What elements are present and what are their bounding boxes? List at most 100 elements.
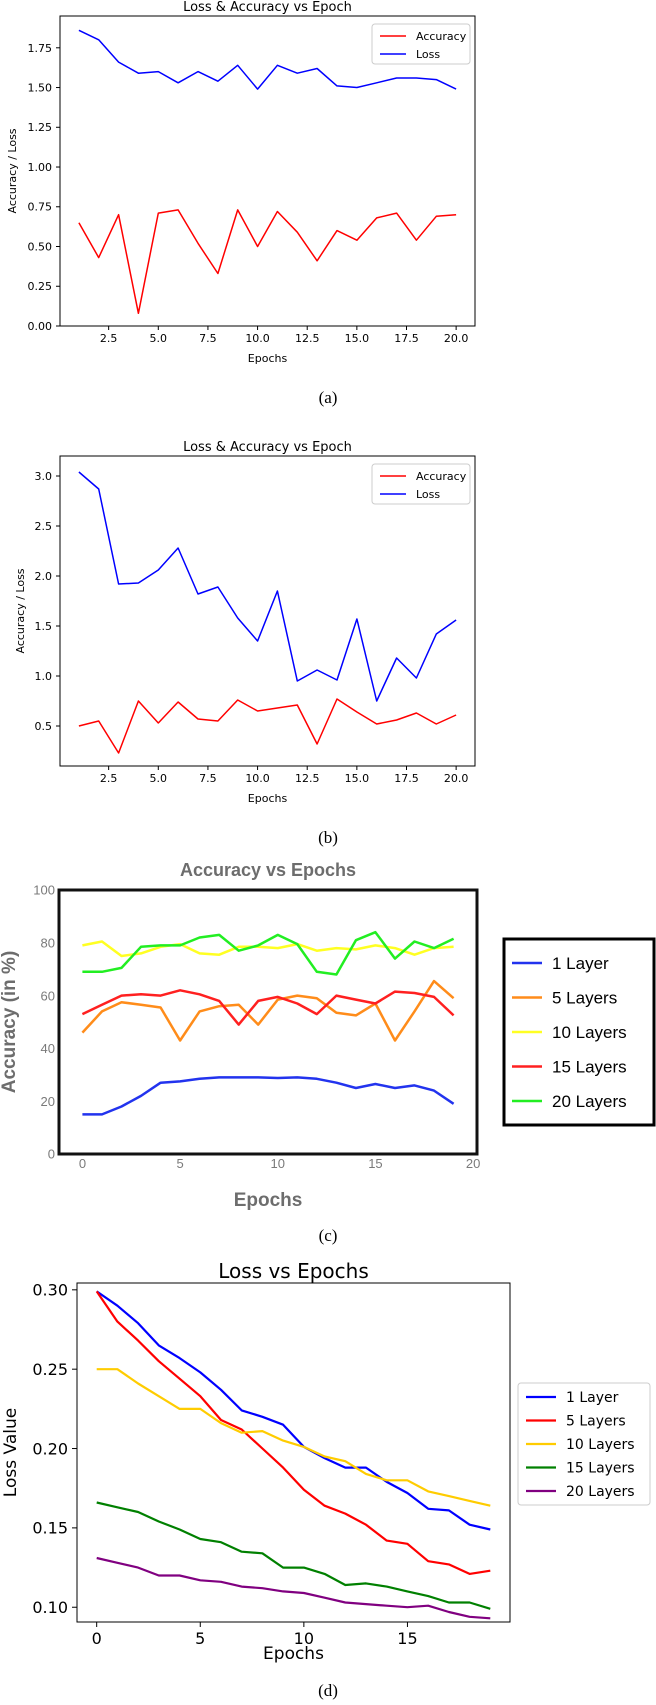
x-tick-label: 0 xyxy=(92,1629,102,1648)
y-tick-label: 1.75 xyxy=(28,42,53,55)
y-tick-label: 0.20 xyxy=(32,1439,68,1458)
series-line-20-layers xyxy=(96,1556,491,1620)
x-tick-label: 10 xyxy=(271,1156,285,1171)
x-tick-label: 15.0 xyxy=(345,332,370,345)
series-line-5-layers xyxy=(95,1290,491,1576)
plot-frame xyxy=(59,455,476,767)
caption-c: (c) xyxy=(318,1226,338,1245)
legend-label: Loss xyxy=(416,48,440,61)
legend-label: 5 Layers xyxy=(552,989,617,1008)
series-line-1-layer xyxy=(96,1290,491,1531)
chart-title: Loss vs Epochs xyxy=(218,1259,369,1283)
x-tick-label: 15 xyxy=(397,1629,417,1648)
x-tick-label: 5 xyxy=(176,1156,183,1171)
chart-title: Loss & Accuracy vs Epoch xyxy=(183,0,352,15)
x-tick-label: 5.0 xyxy=(150,772,168,785)
x-tick-label: 2.5 xyxy=(100,332,118,345)
legend-label: 5 Layers xyxy=(566,1414,626,1430)
series-line-1-layer xyxy=(82,1076,455,1116)
series-line-loss xyxy=(78,471,457,702)
y-tick-label: 1.50 xyxy=(28,81,53,94)
y-tick-label: 0.10 xyxy=(32,1598,68,1617)
legend-label: 20 Layers xyxy=(566,1484,635,1500)
x-tick-label: 2.5 xyxy=(100,772,118,785)
legend-label: 15 Layers xyxy=(566,1461,635,1477)
x-tick-label: 10.0 xyxy=(245,772,270,785)
x-tick-label: 17.5 xyxy=(394,332,419,345)
x-tick-label: 20.0 xyxy=(444,332,469,345)
y-tick-label: 80 xyxy=(41,935,55,950)
chart-title: Loss & Accuracy vs Epoch xyxy=(183,440,352,455)
chart-b: Loss & Accuracy vs Epoch 2.5 5.0 7.5 10.0 12.… xyxy=(14,440,476,805)
series-line-loss xyxy=(78,29,457,90)
x-tick-label: 10 xyxy=(294,1629,314,1648)
legend-label: 1 Layer xyxy=(566,1390,619,1406)
y-tick-label: 100 xyxy=(33,883,55,898)
plot-frame xyxy=(76,1282,511,1623)
y-tick-label: 1.5 xyxy=(35,620,53,633)
x-tick-label: 5.0 xyxy=(150,332,168,345)
y-tick-label: 0.25 xyxy=(32,1360,68,1379)
series-line-10-layers xyxy=(96,1368,491,1507)
series-line-15-layers xyxy=(81,989,455,1026)
x-tick-label: 12.5 xyxy=(295,772,320,785)
series-line-accuracy xyxy=(78,698,457,754)
y-tick-label: 1.0 xyxy=(35,670,53,683)
y-tick-label: 40 xyxy=(41,1041,55,1056)
y-tick-label: 3.0 xyxy=(35,470,53,483)
x-tick-label: 15 xyxy=(368,1156,382,1171)
chart-d: Loss vs Epochs 0 5 10 15 0.10 0.15 0.20 0.25 0.30… xyxy=(1,1259,651,1664)
x-tick-label: 7.5 xyxy=(199,772,217,785)
y-tick-label: 0.75 xyxy=(28,201,53,214)
x-axis-label: Epochs xyxy=(248,352,288,365)
plot-frame xyxy=(59,15,476,327)
x-tick-label: 17.5 xyxy=(394,772,419,785)
x-tick-label: 20.0 xyxy=(444,772,469,785)
y-axis-label: Accuracy / Loss xyxy=(6,128,19,213)
y-tick-label: 2.5 xyxy=(35,520,53,533)
chart-c: Accuracy vs Epochs 0 5 10 15 20 0 20 40 60 80 100 Ep… xyxy=(0,860,656,1211)
y-tick-label: 0.50 xyxy=(28,240,53,253)
y-tick-label: 60 xyxy=(41,988,55,1003)
caption-d: (d) xyxy=(318,1681,338,1700)
caption-a: (a) xyxy=(318,388,338,407)
series-line-5-layers xyxy=(81,979,455,1042)
y-tick-label: 0.15 xyxy=(32,1519,68,1538)
legend-label: Accuracy xyxy=(416,470,467,483)
series-line-15-layers xyxy=(96,1501,491,1610)
legend: Accuracy Loss xyxy=(371,23,471,65)
legend-label: 1 Layer xyxy=(552,954,609,973)
chart-title: Accuracy vs Epochs xyxy=(180,860,356,880)
x-tick-label: 10.0 xyxy=(245,332,270,345)
x-axis-label: Epochs xyxy=(234,1190,303,1211)
series-line-accuracy xyxy=(78,209,457,315)
legend-box xyxy=(517,1382,651,1506)
x-tick-label: 15.0 xyxy=(345,772,370,785)
legend-label: 15 Layers xyxy=(552,1058,627,1077)
chart-a: Loss & Accuracy vs Epoch 2.5 5.0 7.5 10.0 12.… xyxy=(6,0,476,365)
legend-label: 10 Layers xyxy=(552,1023,627,1042)
series-line-10-layers xyxy=(82,940,454,958)
legend-label: Loss xyxy=(416,488,440,501)
x-axis-label: Epochs xyxy=(263,1644,324,1664)
legend-label: Accuracy xyxy=(416,30,467,43)
legend: 1 Layer 5 Layers 10 Layers 15 Layers 20 Laye… xyxy=(517,1382,651,1506)
legend-label: 20 Layers xyxy=(552,1092,627,1111)
y-tick-label: 0.00 xyxy=(28,320,53,333)
x-tick-label: 5 xyxy=(195,1629,205,1648)
x-tick-label: 20 xyxy=(466,1156,480,1171)
y-axis-label: Accuracy (in %) xyxy=(0,951,20,1094)
x-axis-label: Epochs xyxy=(248,792,288,805)
y-tick-label: 0 xyxy=(48,1147,55,1162)
legend: Accuracy Loss xyxy=(371,463,471,505)
y-tick-label: 1.25 xyxy=(28,121,53,134)
legend-label: 10 Layers xyxy=(566,1437,635,1453)
plot-frame xyxy=(57,888,479,1156)
legend: 1 Layer 5 Layers 10 Layers 15 Layers 20 Laye… xyxy=(502,937,656,1127)
x-tick-label: 0 xyxy=(79,1156,86,1171)
y-tick-label: 20 xyxy=(41,1094,55,1109)
x-tick-label: 12.5 xyxy=(295,332,320,345)
y-tick-label: 0.25 xyxy=(28,280,53,293)
x-tick-label: 7.5 xyxy=(199,332,217,345)
